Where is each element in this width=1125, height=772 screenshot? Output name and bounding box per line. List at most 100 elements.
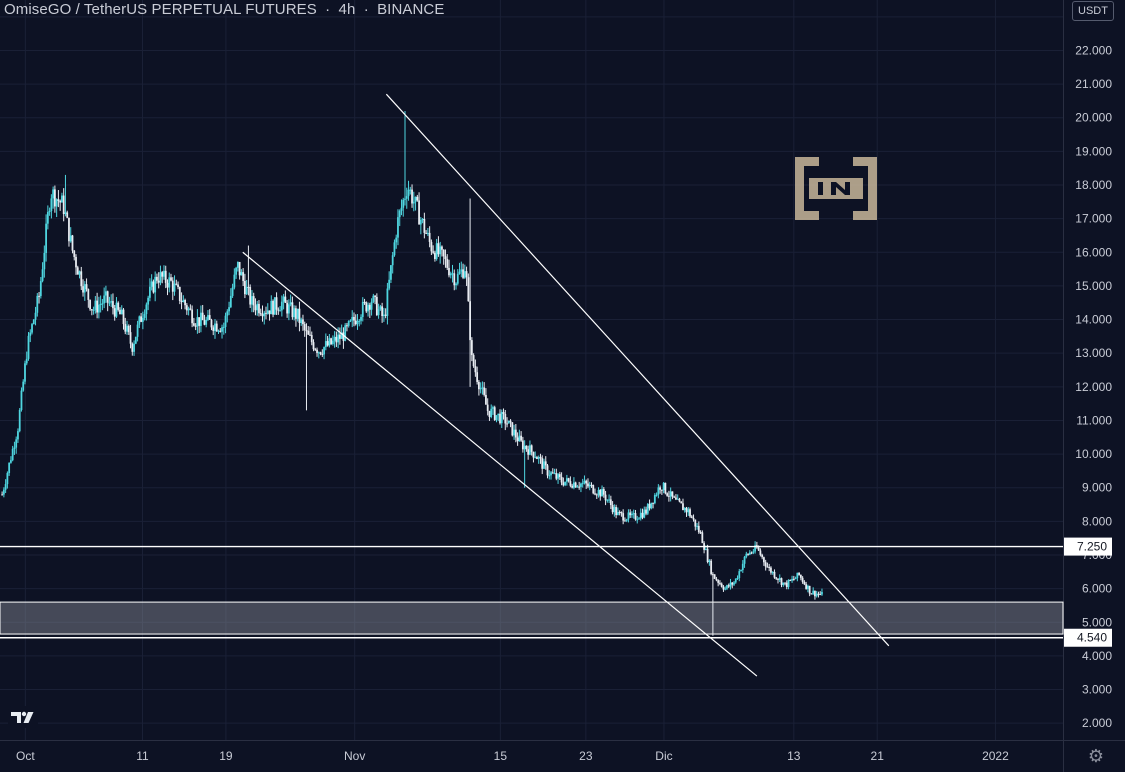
candle (785, 580, 788, 590)
time-axis: Oct 11 19 Nov 15 23 Dic 13 21 2022 (16, 749, 1009, 763)
symbol-label[interactable]: OmiseGO / TetherUS PERPETUAL FUTURES (4, 1, 317, 18)
candle (467, 273, 470, 302)
candle-body (103, 295, 106, 304)
candle-body (682, 503, 684, 511)
candle (404, 111, 406, 206)
candle (8, 462, 11, 476)
candle-body (298, 308, 301, 323)
candle (189, 304, 192, 311)
candle-body (719, 582, 721, 584)
candle (485, 388, 487, 405)
candle (363, 298, 366, 305)
candle (205, 316, 208, 328)
interval-label[interactable]: 4h (338, 1, 356, 18)
price-tick-label: 19.000 (1075, 144, 1112, 158)
candle-body (689, 509, 691, 517)
candle (331, 335, 334, 346)
candle (456, 269, 459, 286)
candle-body (36, 295, 39, 313)
lower-channel-line (242, 251, 758, 677)
candle-body (502, 412, 505, 414)
candle-body (340, 332, 343, 339)
candle (296, 308, 299, 322)
candle-body (412, 201, 415, 204)
candle-body (25, 358, 28, 364)
candle (569, 476, 572, 488)
candle-body (745, 553, 748, 557)
candle-body (486, 404, 489, 411)
candle (198, 317, 201, 334)
candle-body (650, 502, 653, 509)
candle (131, 342, 134, 356)
currency-badge[interactable]: USDT (1072, 1, 1114, 21)
candle-body (120, 309, 123, 315)
candle (10, 456, 12, 464)
candle (370, 298, 373, 316)
candle-body (418, 200, 420, 225)
candle (219, 328, 222, 333)
candle (602, 487, 605, 498)
candle-body (101, 303, 104, 305)
gear-icon[interactable]: ⚙ (1087, 746, 1105, 766)
candle (25, 351, 28, 366)
candle (472, 353, 475, 368)
candle-body (17, 431, 19, 440)
tradingview-logo-icon[interactable] (8, 706, 38, 728)
candle-body (254, 305, 257, 311)
candle-body (574, 482, 577, 488)
candle (597, 487, 600, 498)
time-tick-label: Nov (344, 749, 365, 763)
candle (386, 282, 389, 325)
candle-body (305, 330, 308, 332)
candle-body (224, 315, 227, 327)
candle (344, 323, 347, 342)
candle-body (263, 312, 266, 317)
candle (212, 325, 215, 336)
candle-body (690, 516, 693, 518)
candle (782, 582, 785, 587)
candle-body (448, 267, 450, 276)
candle-body (59, 200, 62, 203)
candle (244, 273, 246, 299)
candle-body (546, 465, 549, 476)
candle (745, 551, 748, 559)
candle-body (497, 413, 500, 416)
candle (500, 409, 503, 429)
logo-letter-n (831, 182, 850, 195)
candle (217, 329, 220, 335)
candle-body (272, 300, 274, 315)
candle-body (129, 332, 132, 344)
candle-body (511, 422, 514, 436)
candle-body (1, 494, 4, 496)
candle (507, 420, 510, 424)
candle (770, 566, 772, 575)
candle (221, 324, 223, 339)
candle-body (368, 304, 371, 310)
candle-body (636, 519, 639, 521)
candle (525, 445, 528, 452)
candle-body (483, 387, 486, 395)
candle (620, 511, 623, 517)
candle (6, 471, 9, 489)
candle (381, 302, 384, 323)
candle (201, 304, 204, 321)
candle (616, 507, 619, 516)
candle (94, 296, 97, 314)
price-tick-label: 18.000 (1075, 178, 1112, 192)
candle (391, 251, 394, 274)
candle (806, 584, 809, 593)
candle-body (602, 489, 605, 495)
candle-body (562, 482, 565, 486)
candle (808, 585, 811, 597)
candle-body (467, 277, 470, 302)
candle (789, 579, 792, 582)
candle-body (622, 513, 625, 521)
candle (27, 332, 30, 361)
candle-body (286, 302, 289, 314)
time-tick-label: 2022 (982, 749, 1009, 763)
candle-body (631, 513, 633, 516)
candle (421, 218, 424, 224)
candle (486, 398, 489, 416)
candle-body (372, 295, 375, 302)
